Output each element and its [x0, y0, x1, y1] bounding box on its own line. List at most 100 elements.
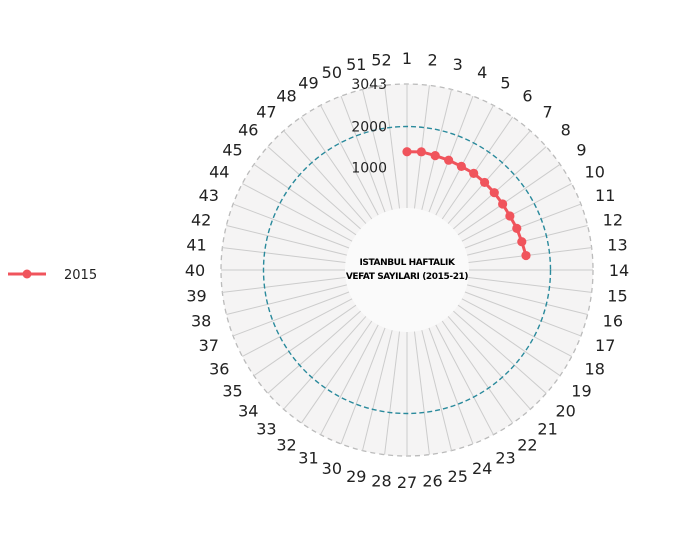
radial-tick-3043: 3043	[351, 77, 387, 93]
spoke-week-9	[457, 163, 561, 236]
week-label-11: 11	[595, 186, 615, 205]
week-label-2: 2	[427, 51, 437, 70]
radial-tick-labels: 1000 2000 3043	[351, 77, 387, 176]
week-label-44: 44	[209, 162, 229, 181]
spoke-week-32	[300, 320, 373, 424]
week-label-33: 33	[256, 420, 276, 439]
reference-circle	[262, 125, 552, 415]
spoke-week-23	[435, 324, 494, 435]
week-label-28: 28	[371, 471, 391, 490]
spoke-week-29	[362, 330, 393, 451]
week-label-47: 47	[256, 102, 276, 121]
week-label-36: 36	[209, 360, 229, 379]
spoke-week-4	[428, 95, 474, 213]
week-label-35: 35	[222, 381, 242, 400]
point-2015-week-1	[402, 147, 412, 157]
point-2015-week-3	[430, 150, 440, 161]
week-label-12: 12	[603, 210, 623, 229]
spoke-week-31	[320, 324, 379, 435]
week-label-23: 23	[495, 449, 515, 468]
point-2015-week-8	[489, 188, 499, 198]
spoke-week-21	[447, 316, 531, 410]
week-label-29: 29	[346, 467, 366, 486]
week-label-6: 6	[522, 87, 532, 106]
spoke-week-18	[461, 298, 572, 357]
week-label-27: 27	[397, 473, 417, 492]
week-label-31: 31	[298, 449, 318, 468]
week-label-9: 9	[576, 141, 586, 160]
week-label-38: 38	[191, 312, 211, 331]
spoke-week-20	[453, 310, 547, 394]
point-2015-week-6	[469, 168, 479, 178]
legend[interactable]: 2015	[8, 268, 97, 283]
week-label-10: 10	[585, 162, 605, 181]
week-label-21: 21	[537, 420, 557, 439]
spoke-week-8	[453, 146, 547, 230]
week-label-51: 51	[346, 55, 366, 74]
spoke-week-30	[340, 327, 386, 445]
spoke-week-16	[467, 284, 588, 315]
spoke-week-52	[384, 85, 401, 209]
week-label-3: 3	[453, 55, 463, 74]
spoke-week-5	[435, 105, 494, 216]
week-label-13: 13	[607, 235, 627, 254]
spoke-week-28	[384, 331, 401, 455]
spoke-week-48	[300, 116, 373, 220]
spoke-week-24	[428, 327, 474, 445]
spoke-week-35	[253, 304, 357, 377]
week-label-24: 24	[472, 459, 492, 478]
spoke-week-7	[447, 130, 531, 224]
spoke-week-33	[283, 316, 367, 410]
point-2015-week-12	[517, 237, 527, 247]
week-label-32: 32	[276, 435, 296, 454]
week-label-41: 41	[186, 235, 206, 254]
spoke-week-47	[283, 130, 367, 224]
week-label-26: 26	[422, 471, 442, 490]
week-label-5: 5	[500, 73, 510, 92]
spoke-week-44	[242, 183, 353, 242]
week-label-7: 7	[542, 102, 552, 121]
week-label-30: 30	[322, 459, 342, 478]
spoke-week-19	[457, 304, 561, 377]
legend-marker-2015	[22, 269, 32, 279]
week-label-1: 1	[402, 49, 412, 68]
spoke-week-49	[320, 105, 379, 216]
spoke-week-43	[232, 203, 350, 249]
spoke-week-26	[413, 331, 430, 455]
week-label-17: 17	[595, 336, 615, 355]
week-label-49: 49	[298, 73, 318, 92]
point-2015-week-7	[479, 177, 490, 188]
point-2015-week-5	[456, 161, 466, 171]
spoke-week-6	[441, 116, 514, 220]
week-label-37: 37	[199, 336, 219, 355]
week-label-19: 19	[571, 381, 591, 400]
week-label-15: 15	[607, 287, 627, 306]
spoke-week-50	[340, 95, 386, 213]
week-label-43: 43	[199, 186, 219, 205]
week-label-48: 48	[276, 87, 296, 106]
point-2015-week-2	[416, 147, 426, 157]
point-2015-week-10	[505, 211, 515, 221]
spoke-week-15	[468, 276, 592, 293]
spoke-week-39	[222, 276, 346, 293]
week-label-8: 8	[561, 120, 571, 139]
week-label-40: 40	[185, 261, 205, 280]
inner-disc	[345, 208, 469, 332]
spoke-week-45	[253, 163, 357, 236]
chart-title-line-1: ISTANBUL HAFTALIK	[359, 258, 456, 268]
week-label-42: 42	[191, 210, 211, 229]
spoke-week-10	[461, 183, 572, 242]
spoke-week-46	[267, 146, 361, 230]
week-label-18: 18	[585, 360, 605, 379]
point-2015-week-11	[512, 223, 522, 233]
week-label-4: 4	[477, 63, 487, 82]
spoke-week-37	[232, 291, 350, 337]
spoke-week-17	[464, 291, 582, 337]
radial-tick-2000: 2000	[351, 120, 387, 136]
center-area: ISTANBUL HAFTALIK VEFAT SAYILARI (2015-2…	[346, 258, 469, 282]
point-2015-week-13	[521, 250, 531, 261]
week-label-45: 45	[222, 141, 242, 160]
spoke-week-34	[267, 310, 361, 394]
spoke-week-11	[464, 203, 582, 249]
